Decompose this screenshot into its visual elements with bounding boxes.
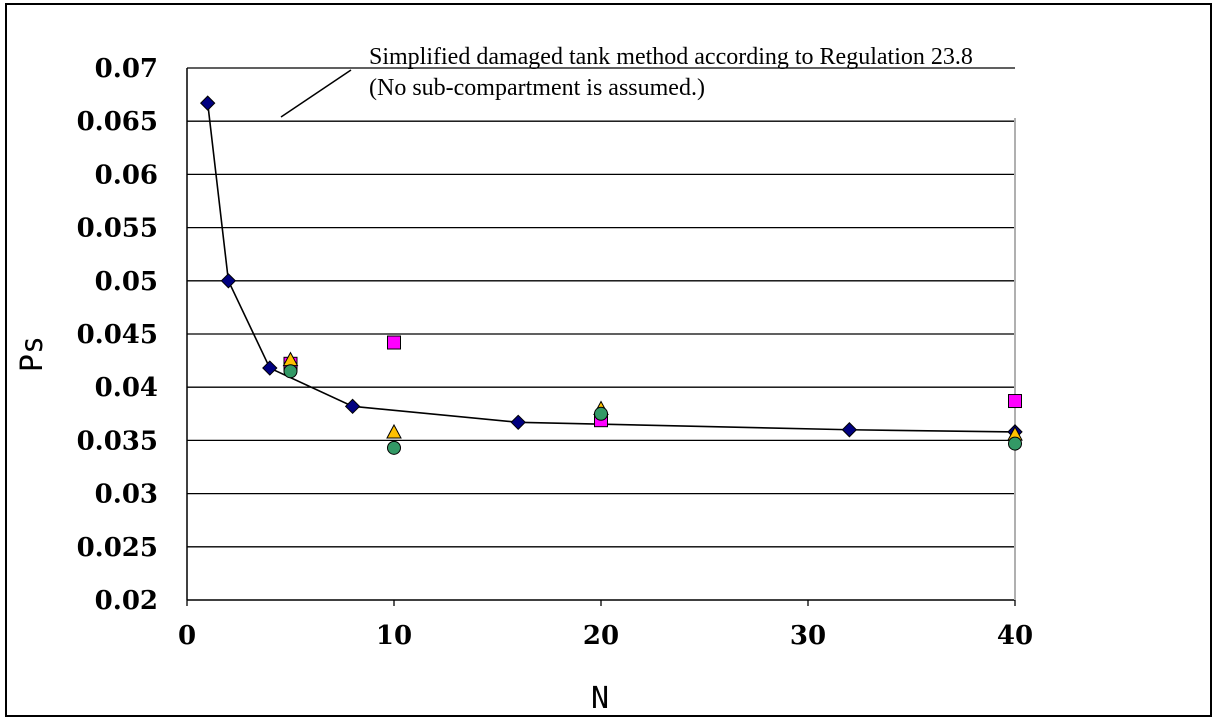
y-tick-label: 0.04	[95, 373, 158, 403]
circle-marker	[1008, 436, 1022, 451]
diamond-marker	[220, 273, 237, 289]
circle-marker	[283, 364, 298, 379]
diamond-marker	[344, 398, 361, 415]
y-tick-label: 0.025	[77, 533, 158, 563]
y-tick-labels: 0.02 0.025 0.03 0.035 0.04 0.045 0.05 0.055 0.06…	[77, 54, 158, 616]
diamond-marker	[199, 95, 216, 111]
y-tick-label: 0.055	[77, 214, 158, 244]
diamond-marker	[841, 422, 858, 438]
x-axis-label: N	[591, 681, 609, 716]
x-tick-label: 40	[997, 621, 1033, 651]
y-tick-label: 0.035	[77, 426, 158, 456]
fit-line	[206, 103, 1016, 433]
diamond-marker	[262, 360, 278, 376]
square-marker	[1008, 394, 1022, 409]
y-tick-label: 0.03	[95, 480, 158, 510]
series-line	[206, 103, 1016, 433]
y-tick-label: 0.06	[95, 160, 158, 190]
annotation-line-1: Simplified damaged tank method according…	[369, 44, 973, 70]
x-tick-label: 10	[376, 621, 412, 651]
circle-marker	[387, 440, 401, 455]
y-tick-label: 0.02	[95, 586, 158, 616]
x-tick-label: 20	[583, 621, 619, 651]
y-axis-label: Ps	[15, 336, 50, 372]
annotation-leader	[280, 69, 352, 118]
annotation-leader-line	[280, 69, 352, 118]
grid-lines	[187, 67, 1015, 548]
square-marker	[387, 335, 401, 350]
x-tick-label: 0	[178, 621, 196, 651]
circle-marker	[594, 406, 608, 421]
triangle-marker	[386, 423, 402, 439]
y-tick-label: 0.065	[77, 107, 158, 137]
y-tick-label: 0.05	[95, 267, 158, 297]
chart-frame	[5, 3, 1212, 717]
y-tick-label: 0.045	[77, 320, 158, 350]
annotation-line-2: (No sub-compartment is assumed.)	[369, 75, 705, 101]
y-tick-label: 0.07	[95, 54, 158, 84]
x-tick-label: 30	[790, 621, 826, 651]
x-tick-labels: 0 10 20 30 40	[178, 621, 1033, 651]
diamond-marker	[510, 414, 526, 431]
axes	[186, 68, 1016, 606]
data-markers	[199, 95, 1023, 455]
